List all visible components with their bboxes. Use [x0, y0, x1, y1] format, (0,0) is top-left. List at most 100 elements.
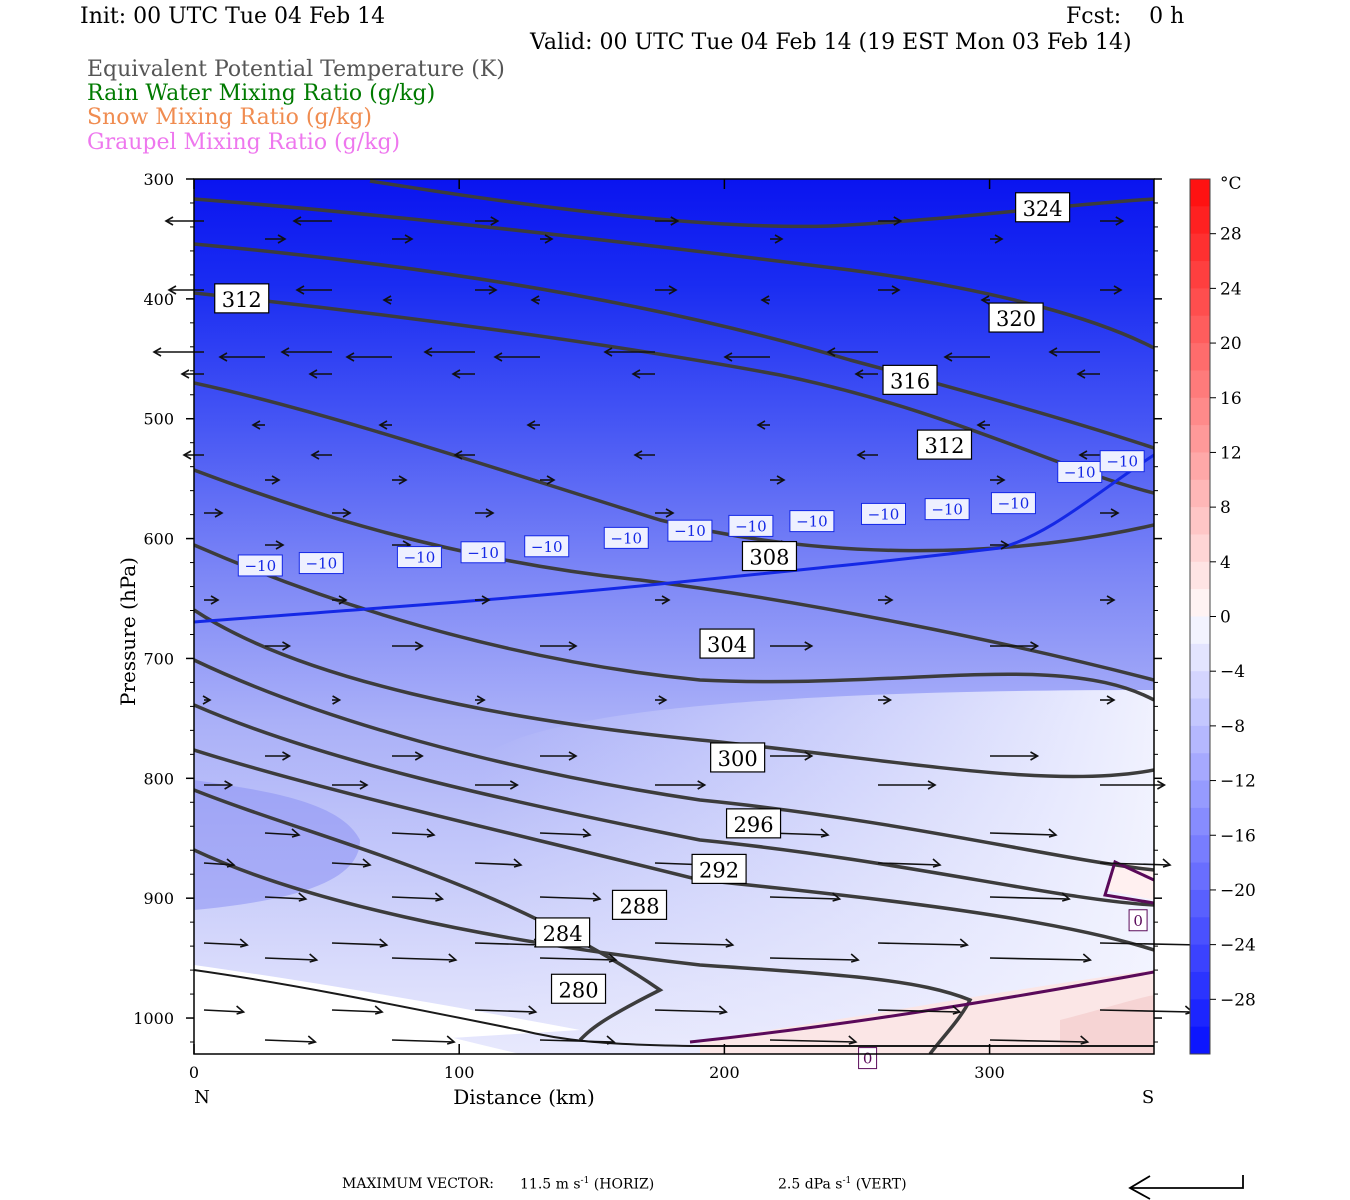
colorbar-label: 16: [1220, 389, 1242, 409]
wind-vector: [633, 450, 655, 460]
wind-vector: [540, 751, 578, 761]
isotherm-label-minus-10: −10: [1057, 460, 1103, 483]
y-tick-label: 300: [143, 170, 174, 189]
max-vector-vert: 2.5 dPa s-1 (VERT): [778, 1176, 907, 1193]
colorbar-swatch: [1190, 889, 1210, 918]
isotherm-label-text: −10: [931, 501, 963, 519]
y-tick-label: 400: [143, 290, 174, 309]
colorbar-swatch: [1190, 1026, 1210, 1055]
colorbar-label: −12: [1220, 772, 1256, 792]
colorbar-swatch: [1190, 835, 1210, 864]
wind-vector: [308, 369, 332, 379]
wind-vector: [280, 347, 332, 357]
valid-time: Valid: 00 UTC Tue 04 Feb 14 (19 EST Mon …: [530, 30, 1132, 55]
wind-vector: [391, 828, 436, 838]
colorbar-swatch: [1190, 397, 1210, 426]
wind-vector: [1100, 595, 1116, 605]
colorbar-swatch: [1190, 425, 1210, 453]
colorbar-swatch: [1190, 753, 1210, 782]
wind-vector: [603, 347, 655, 357]
forecast-hour: Fcst: 0 h: [1066, 4, 1185, 29]
wind-vector: [202, 695, 212, 705]
colorbar-label: 0: [1220, 608, 1231, 628]
colorbar-label: −28: [1220, 990, 1256, 1010]
wind-vector: [332, 595, 348, 605]
field-label-theta-e: Equivalent Potential Temperature (K): [87, 57, 505, 82]
wind-vector: [989, 828, 1058, 838]
y-axis-label: Pressure (hPa): [116, 557, 140, 706]
x-tick-label: 0: [189, 1063, 199, 1082]
wind-vector: [990, 751, 1040, 761]
wind-vector: [769, 1035, 858, 1045]
colorbar-label: 8: [1220, 498, 1231, 518]
isotherm-label-text: 0: [863, 1050, 873, 1068]
colorbar-swatch: [1190, 671, 1210, 700]
init-time: Init: 00 UTC Tue 04 Feb 14: [80, 4, 386, 29]
wind-vector: [180, 369, 204, 379]
wind-vector: [382, 295, 392, 305]
max-vector-horiz: 11.5 m s-1 (HORIZ): [520, 1176, 655, 1193]
wind-vector: [203, 938, 249, 948]
max-vector-reference: [1128, 1175, 1244, 1200]
x-end-label-right: S: [1142, 1087, 1154, 1108]
isotherm-zero-upper: [1103, 859, 1154, 905]
colorbar-label: −20: [1220, 881, 1256, 901]
wind-vector: [332, 508, 352, 518]
colorbar-swatch: [1190, 999, 1210, 1028]
wind-vector: [976, 420, 990, 430]
wind-vector: [540, 234, 554, 244]
wind-vector: [251, 420, 265, 430]
wind-vector: [265, 475, 281, 485]
wind-vector: [770, 641, 814, 651]
wind-vector: [526, 420, 540, 430]
isotherm-label-minus-10: −10: [603, 526, 649, 549]
isotherm-label-minus-10: −10: [396, 546, 442, 569]
wind-vector: [475, 695, 486, 705]
isotherm-label-text: 0: [1133, 912, 1143, 930]
wind-vector: [218, 352, 265, 362]
wind-vector: [264, 828, 301, 838]
wind-vector: [1076, 369, 1100, 379]
wind-vector: [451, 369, 475, 379]
colorbar-swatch: [1190, 315, 1210, 344]
wind-vector: [203, 1005, 246, 1015]
wind-vector: [654, 1005, 728, 1015]
y-tick-label: 1000: [133, 1009, 174, 1028]
colorbar-label: −16: [1220, 826, 1256, 846]
isotherm-label-zero: 0: [1128, 909, 1148, 932]
theta-e-label-296: 296: [725, 808, 782, 839]
theta-e-label-text: 296: [734, 813, 774, 837]
isotherm-label-minus-10: −10: [460, 541, 506, 564]
isotherm-label-minus-10: −10: [237, 554, 283, 577]
wind-vector: [378, 420, 392, 430]
isotherm-label-minus-10: −10: [524, 535, 570, 558]
wind-vector: [654, 938, 735, 948]
theta-e-label-280: 280: [550, 973, 607, 1004]
theta-e-label-text: 292: [699, 858, 739, 882]
wind-vector: [331, 858, 372, 868]
y-tick-label: 700: [143, 649, 174, 668]
wind-vector: [943, 352, 990, 362]
isotherm-label-minus-10: −10: [924, 498, 970, 521]
theta-e-contour-312-upper: [194, 291, 1154, 495]
wind-vector: [310, 450, 332, 460]
theta-e-label-300: 300: [710, 742, 766, 773]
x-end-label-left: N: [194, 1087, 210, 1108]
wind-vector: [878, 216, 903, 226]
colorbar-swatch: [1190, 944, 1210, 973]
wind-vector: [331, 938, 389, 948]
wind-vector: [856, 450, 878, 460]
isotherm-label-text: −10: [1106, 453, 1138, 471]
wind-vector: [391, 953, 458, 963]
wind-vector: [392, 641, 424, 651]
theta-e-contour-304: [194, 543, 1154, 702]
isotherm-label-text: −10: [735, 517, 767, 535]
wind-vector: [539, 953, 618, 963]
theta-e-label-312: 312: [214, 283, 270, 314]
wind-vector: [530, 295, 540, 305]
theta-e-label-text: 316: [890, 369, 930, 393]
colorbar-swatch: [1190, 561, 1210, 590]
isotherm-label-text: −10: [244, 557, 276, 575]
wind-vector: [1078, 450, 1100, 460]
